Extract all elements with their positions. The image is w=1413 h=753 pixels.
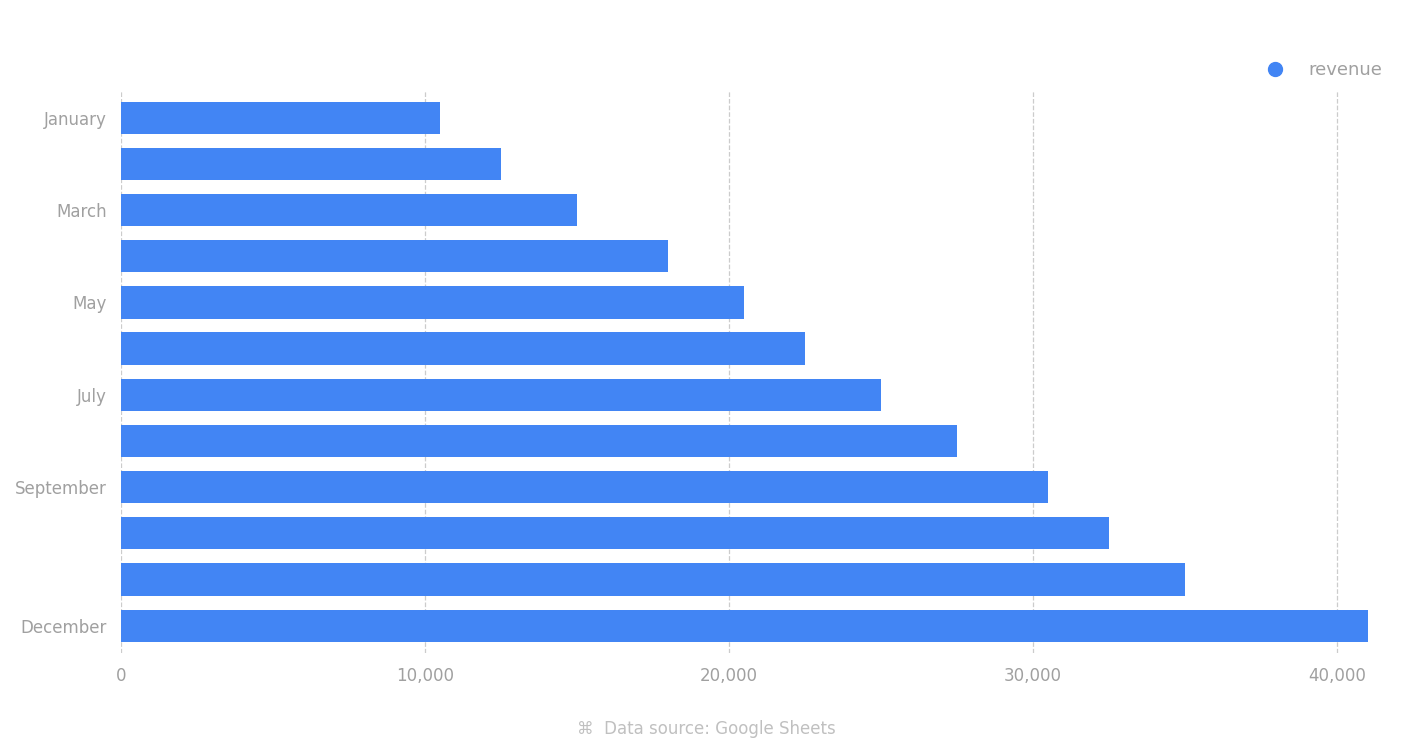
Bar [120, 609, 1368, 642]
Bar [120, 333, 805, 364]
Bar [120, 517, 1109, 550]
Bar [120, 240, 668, 273]
Bar [120, 425, 957, 457]
Bar [120, 379, 882, 411]
Text: ⌘  Data source: Google Sheets: ⌘ Data source: Google Sheets [577, 720, 836, 738]
Bar [120, 286, 745, 319]
Bar [120, 563, 1186, 596]
Bar [120, 102, 439, 134]
Bar [120, 148, 500, 180]
Bar [120, 471, 1048, 503]
Legend: revenue: revenue [1251, 54, 1389, 87]
Bar [120, 194, 577, 226]
